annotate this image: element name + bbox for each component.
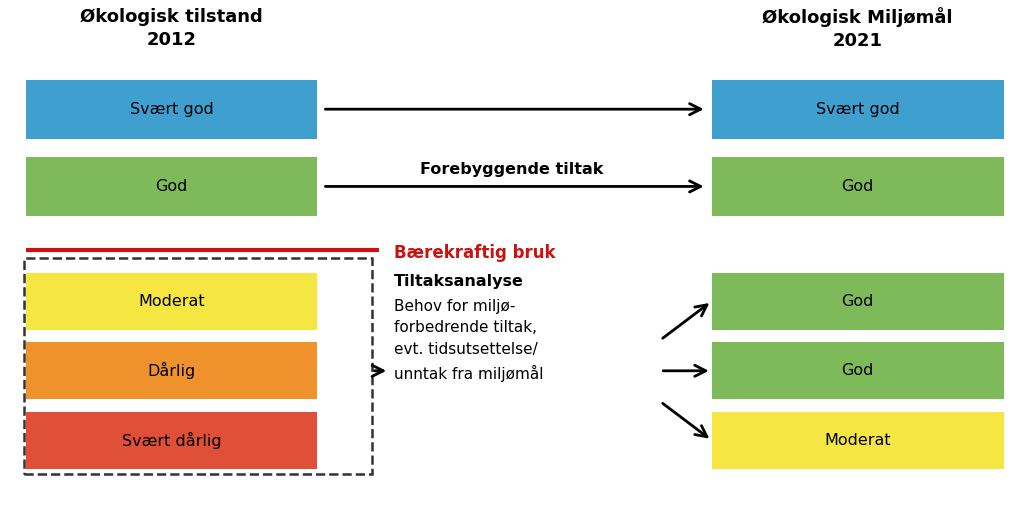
FancyBboxPatch shape	[712, 412, 1004, 469]
Text: Forebyggende tiltak: Forebyggende tiltak	[420, 162, 604, 178]
Text: God: God	[842, 363, 873, 379]
Text: Økologisk Miljømål
2021: Økologisk Miljømål 2021	[762, 7, 953, 50]
FancyBboxPatch shape	[712, 342, 1004, 399]
Text: Behov for miljø-
forbedrende tiltak,
evt. tidsutsettelse/
unntak fra miljømål: Behov for miljø- forbedrende tiltak, evt…	[394, 299, 544, 382]
Text: God: God	[842, 294, 873, 309]
Text: Moderat: Moderat	[824, 433, 891, 448]
Text: God: God	[842, 179, 873, 194]
Text: Økologisk tilstand
2012: Økologisk tilstand 2012	[80, 8, 263, 49]
Text: Svært god: Svært god	[130, 102, 213, 117]
Text: Moderat: Moderat	[138, 294, 205, 309]
FancyBboxPatch shape	[26, 80, 317, 139]
FancyBboxPatch shape	[712, 157, 1004, 216]
Text: God: God	[156, 179, 187, 194]
FancyBboxPatch shape	[26, 157, 317, 216]
FancyBboxPatch shape	[26, 412, 317, 469]
Text: Bærekraftig bruk: Bærekraftig bruk	[394, 245, 556, 262]
FancyBboxPatch shape	[712, 80, 1004, 139]
FancyBboxPatch shape	[26, 273, 317, 330]
Text: Tiltaksanalyse: Tiltaksanalyse	[394, 274, 524, 289]
Text: Svært dårlig: Svært dårlig	[122, 432, 221, 449]
FancyBboxPatch shape	[26, 342, 317, 399]
Text: Dårlig: Dårlig	[147, 362, 196, 380]
FancyBboxPatch shape	[712, 273, 1004, 330]
Text: Svært god: Svært god	[816, 102, 899, 117]
